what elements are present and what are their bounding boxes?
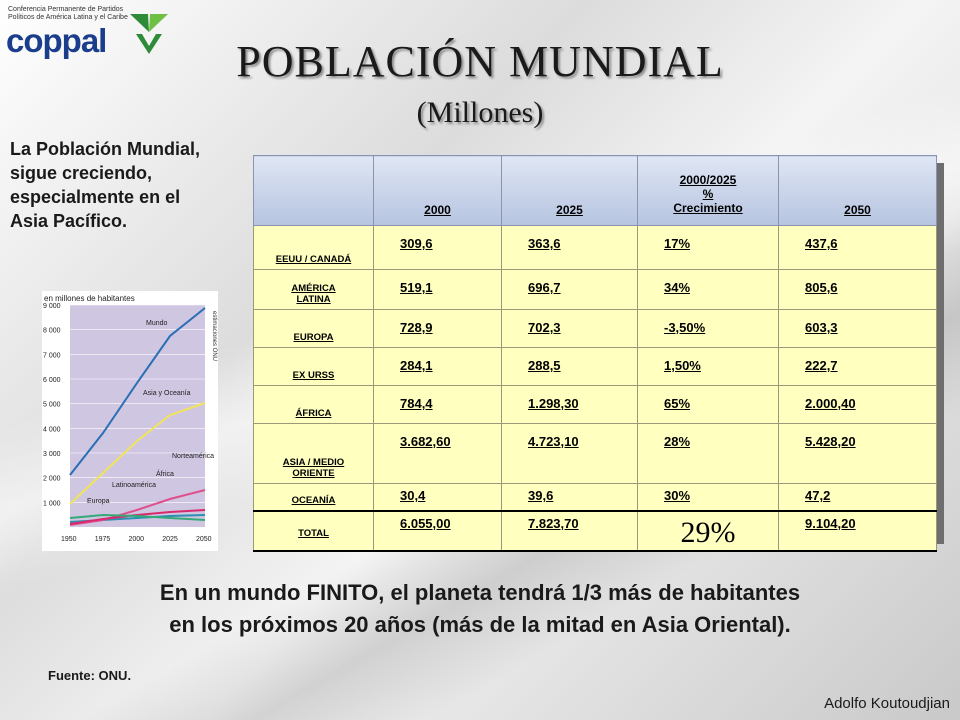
mini-label-africa: África: [156, 469, 174, 478]
value-cell-2050: 437,6: [778, 225, 937, 270]
value-cell-2050: 805,6: [778, 269, 937, 310]
table-row: AMÉRICA LATINA 519,1 696,7 34% 805,6: [253, 269, 937, 310]
table-row: ÁFRICA 784,4 1.298,30 65% 2.000,40: [253, 385, 937, 424]
coppal-logo: Conferencia Permanente de Partidos Polít…: [4, 4, 172, 60]
header-cell-growth: 2000/2025 % Crecimiento: [637, 155, 779, 226]
table-total-row: TOTAL 6.055,00 7.823,70 29% 9.104,20: [253, 509, 937, 552]
mini-x-tick-label: 1975: [95, 536, 111, 543]
header-cell-2050: 2050: [778, 155, 937, 226]
value-cell-2025: 39,6: [501, 483, 638, 511]
mini-label-latam: Latinoamérica: [112, 482, 156, 489]
value-cell-2000: 3.682,60: [373, 423, 502, 484]
mini-chart-side-label: estimaciones ONU: [211, 311, 217, 361]
mini-x-tick-label: 2025: [162, 536, 178, 543]
value-cell-2025: 696,7: [501, 269, 638, 310]
mini-y-tick-label: 6 000: [43, 377, 61, 384]
value-cell-growth: 28%: [637, 423, 779, 484]
table-row: OCEANÍA 30,4 39,6 30% 47,2: [253, 483, 937, 511]
region-cell: EEUU / CANADÁ: [253, 225, 374, 270]
value-cell-2000: 519,1: [373, 269, 502, 310]
population-table: 2000 2025 2000/2025 % Crecimiento 2050 E…: [253, 155, 937, 552]
region-cell: ASIA / MEDIO ORIENTE: [253, 423, 374, 484]
value-cell-2000: 728,9: [373, 309, 502, 348]
table-row: EEUU / CANADÁ 309,6 363,6 17% 437,6: [253, 225, 937, 270]
population-chart-image: en millones de habitantes estimaciones O…: [42, 291, 218, 551]
value-cell-growth: -3,50%: [637, 309, 779, 348]
mini-y-tick-label: 3 000: [43, 451, 61, 458]
mini-label-europa: Europa: [87, 498, 110, 505]
region-cell: ÁFRICA: [253, 385, 374, 424]
mini-y-tick-label: 2 000: [43, 476, 61, 483]
mini-x-tick-label: 2000: [129, 536, 145, 543]
logo-small-text: Conferencia Permanente de Partidos Polít…: [8, 6, 128, 21]
table-row: EUROPA 728,9 702,3 -3,50% 603,3: [253, 309, 937, 348]
value-cell-growth: 65%: [637, 385, 779, 424]
value-cell-growth: 34%: [637, 269, 779, 310]
value-cell-growth: 1,50%: [637, 347, 779, 386]
page-subtitle: (Millones): [416, 96, 544, 129]
value-cell-2025: 363,6: [501, 225, 638, 270]
value-cell-2025: 4.723,10: [501, 423, 638, 484]
total-cell-2000: 6.055,00: [373, 509, 502, 552]
value-cell-growth: 17%: [637, 225, 779, 270]
mini-y-tick-label: 9 000: [43, 303, 61, 310]
value-cell-2050: 222,7: [778, 347, 937, 386]
header-cell-empty: [253, 155, 374, 226]
logo-word: coppal: [6, 22, 107, 59]
value-cell-2025: 288,5: [501, 347, 638, 386]
value-cell-2050: 603,3: [778, 309, 937, 348]
mini-label-norteamerica: Norteamérica: [172, 453, 214, 460]
value-cell-2050: 2.000,40: [778, 385, 937, 424]
mini-line-europa: [69, 513, 206, 521]
side-note: La Población Mundial, sigue creciendo, e…: [10, 139, 201, 231]
value-cell-2000: 784,4: [373, 385, 502, 424]
value-cell-2050: 47,2: [778, 483, 937, 511]
page-title: POBLACIÓN MUNDIAL: [236, 37, 724, 86]
region-cell: EUROPA: [253, 309, 374, 348]
mini-y-tick-label: 7 000: [43, 352, 61, 359]
mini-y-tick-label: 1 000: [43, 500, 61, 507]
total-label-cell: TOTAL: [253, 509, 374, 552]
total-cell-2050: 9.104,20: [778, 509, 937, 552]
table-row: ASIA / MEDIO ORIENTE 3.682,60 4.723,10 2…: [253, 423, 937, 484]
source-note: Fuente: ONU.: [48, 668, 132, 683]
mini-line-mundo: [69, 307, 206, 476]
header-cell-2000: 2000: [373, 155, 502, 226]
value-cell-2000: 30,4: [373, 483, 502, 511]
mini-label-mundo: Mundo: [146, 320, 168, 327]
value-cell-2025: 702,3: [501, 309, 638, 348]
table-row: EX URSS 284,1 288,5 1,50% 222,7: [253, 347, 937, 386]
author-name: Adolfo Koutoudjian: [824, 695, 950, 712]
value-cell-growth: 30%: [637, 483, 779, 511]
mini-label-asia: Asia y Oceanía: [143, 390, 191, 397]
mini-y-tick-label: 5 000: [43, 402, 61, 409]
table-header-row: 2000 2025 2000/2025 % Crecimiento 2050: [253, 155, 937, 226]
mini-y-tick-label: 4 000: [43, 426, 61, 433]
region-cell: OCEANÍA: [253, 483, 374, 511]
region-cell: EX URSS: [253, 347, 374, 386]
value-cell-2000: 309,6: [373, 225, 502, 270]
conclusion-line-2: en los próximos 20 años (más de la mitad…: [169, 612, 791, 637]
logo-check-icon: [130, 14, 168, 54]
mini-y-tick-label: 8 000: [43, 328, 61, 335]
value-cell-2025: 1.298,30: [501, 385, 638, 424]
mini-line-asia: [69, 402, 206, 505]
mini-x-tick-label: 1950: [61, 536, 77, 543]
region-cell: AMÉRICA LATINA: [253, 269, 374, 310]
conclusion-line-1: En un mundo FINITO, el planeta tendrá 1/…: [159, 580, 801, 605]
total-cell-growth: 29%: [637, 509, 779, 552]
header-cell-2025: 2025: [501, 155, 638, 226]
value-cell-2050: 5.428,20: [778, 423, 937, 484]
conclusion-text: En un mundo FINITO, el planeta tendrá 1/…: [60, 577, 900, 641]
mini-x-tick-label: 2050: [196, 536, 212, 543]
total-cell-2025: 7.823,70: [501, 509, 638, 552]
value-cell-2000: 284,1: [373, 347, 502, 386]
mini-chart-caption: en millones de habitantes: [44, 294, 135, 303]
